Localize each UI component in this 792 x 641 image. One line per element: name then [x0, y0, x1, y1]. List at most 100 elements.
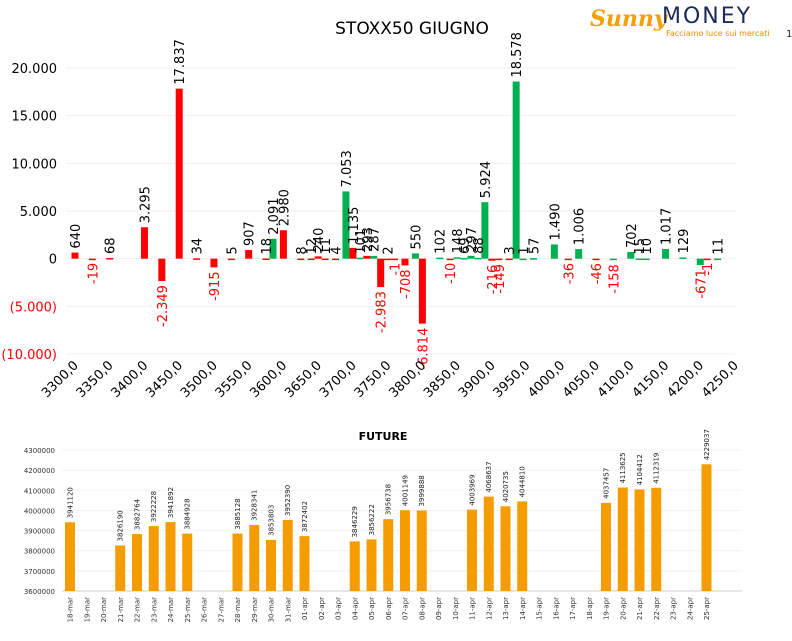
x-tick-label: 3700,0	[317, 358, 360, 401]
future-bar	[400, 510, 410, 591]
y-tick-label: 3700000	[24, 568, 55, 576]
data-label: 1.017	[660, 208, 675, 245]
data-label: -915	[208, 271, 223, 301]
x-tick-label: 3900,0	[456, 358, 499, 401]
x-tick-label: 3950,0	[491, 358, 534, 401]
x-tick-label: 3450,0	[143, 358, 186, 401]
bar	[530, 258, 538, 260]
future-data-label: 3999888	[418, 475, 426, 506]
data-label: -2.983	[375, 291, 390, 333]
future-x-tick-label: 11-apr	[469, 597, 477, 620]
future-x-tick-label: 04-apr	[351, 597, 359, 620]
bar	[642, 258, 650, 261]
bar	[481, 202, 489, 259]
future-x-tick-label: 05-apr	[368, 597, 376, 620]
bar	[269, 238, 277, 259]
future-bar	[282, 520, 293, 591]
y-tick-label: 4300000	[24, 447, 55, 455]
future-bar	[366, 539, 377, 591]
future-x-tick-label: 20-mar	[100, 597, 108, 623]
future-x-tick-label: 29-mar	[251, 597, 259, 623]
x-tick-label: 4050,0	[560, 358, 603, 401]
x-tick-label: 3750,0	[352, 358, 395, 401]
future-x-tick-label: 19-mar	[83, 597, 91, 623]
future-data-label: 3922228	[150, 491, 158, 522]
y-tick-label: (5.000)	[10, 300, 57, 315]
y-tick-label: 20.000	[12, 62, 58, 77]
data-label: -6.814	[416, 328, 431, 370]
data-label: 2	[382, 246, 397, 254]
logo-tagline: Facciamo luce sui mercati	[666, 29, 770, 38]
bar	[106, 258, 114, 260]
future-data-label: 4113625	[619, 452, 627, 483]
logo-word-money: MONEY	[662, 4, 753, 29]
future-data-label: 3956738	[385, 484, 393, 515]
future-x-tick-label: 18-mar	[67, 597, 75, 623]
future-x-tick-label: 23-mar	[150, 597, 158, 623]
future-bar	[266, 539, 276, 591]
page-number: 1	[786, 29, 792, 40]
bar	[418, 258, 426, 324]
future-x-tick-label: 21-mar	[117, 597, 125, 623]
x-tick-label: 4200,0	[664, 358, 707, 401]
bar	[210, 258, 218, 268]
bar	[349, 247, 357, 259]
future-x-axis-tick-labels: 18-mar 19-mar 20-mar 21-mar 22-mar 23-mar 24-m…	[67, 597, 712, 623]
future-bar	[299, 536, 310, 591]
bar	[245, 250, 253, 259]
bar	[714, 258, 722, 261]
future-bar	[500, 506, 511, 591]
future-x-tick-label: 20-apr	[619, 597, 627, 620]
data-label: -2.349	[156, 285, 171, 327]
future-bar	[65, 522, 75, 591]
future-x-tick-label: 21-apr	[636, 597, 644, 620]
future-x-tick-label: 19-apr	[603, 597, 611, 620]
bar	[453, 257, 461, 259]
future-data-label: 3952390	[284, 485, 292, 516]
future-data-label: 3853803	[268, 505, 276, 536]
data-label: 102	[434, 229, 449, 254]
y-axis-tick-labels: 20.000 15.000 10.000 5.000 0 (5.000) (10.000)	[1, 62, 57, 363]
future-x-tick-label: 23-apr	[670, 597, 678, 620]
data-label: -671	[694, 269, 709, 299]
future-gridlines	[62, 449, 742, 592]
future-bar	[383, 519, 394, 591]
sunny-money-logo: Sunny MONEY Facciamo luce sui mercati	[590, 4, 770, 44]
data-label: 69	[458, 237, 473, 254]
data-label: 5.924	[479, 161, 494, 198]
data-label: -1	[701, 263, 716, 276]
bar	[495, 258, 503, 261]
data-label: 88	[472, 237, 487, 254]
data-label: 101	[354, 229, 369, 254]
future-bar	[483, 496, 494, 591]
x-tick-label: 4100,0	[595, 358, 638, 401]
data-label: 240	[312, 228, 327, 253]
y-tick-label: 3600000	[24, 588, 55, 596]
bar	[512, 81, 520, 259]
future-bar	[416, 510, 427, 591]
data-label: -149	[493, 264, 508, 294]
data-label: 550	[409, 225, 424, 250]
bar	[342, 191, 350, 259]
bar	[158, 258, 166, 282]
future-x-tick-label: 02-apr	[318, 597, 326, 620]
logo-word-sunny: Sunny	[590, 6, 667, 32]
y-tick-label: (10.000)	[1, 348, 57, 363]
bar	[446, 258, 454, 261]
data-label: 1.006	[573, 208, 588, 245]
bar	[519, 258, 527, 261]
future-x-tick-label: 18-apr	[586, 597, 594, 620]
data-label: 2.980	[277, 189, 292, 226]
future-bar	[349, 541, 360, 591]
future-data-label: 3928341	[251, 490, 259, 521]
future-x-tick-label: 16-apr	[552, 597, 560, 620]
data-label: 702	[625, 223, 640, 248]
future-data-label: 4068637	[485, 461, 493, 492]
future-data-label: 4112319	[653, 453, 661, 484]
chart-data-labels: 640-19683.295-2.34917.83734-9155907182.0…	[69, 32, 727, 369]
data-label: -708	[399, 269, 414, 299]
bar	[279, 230, 287, 259]
bar	[635, 258, 643, 261]
bar	[314, 256, 322, 259]
x-tick-label: 3300,0	[39, 358, 82, 401]
